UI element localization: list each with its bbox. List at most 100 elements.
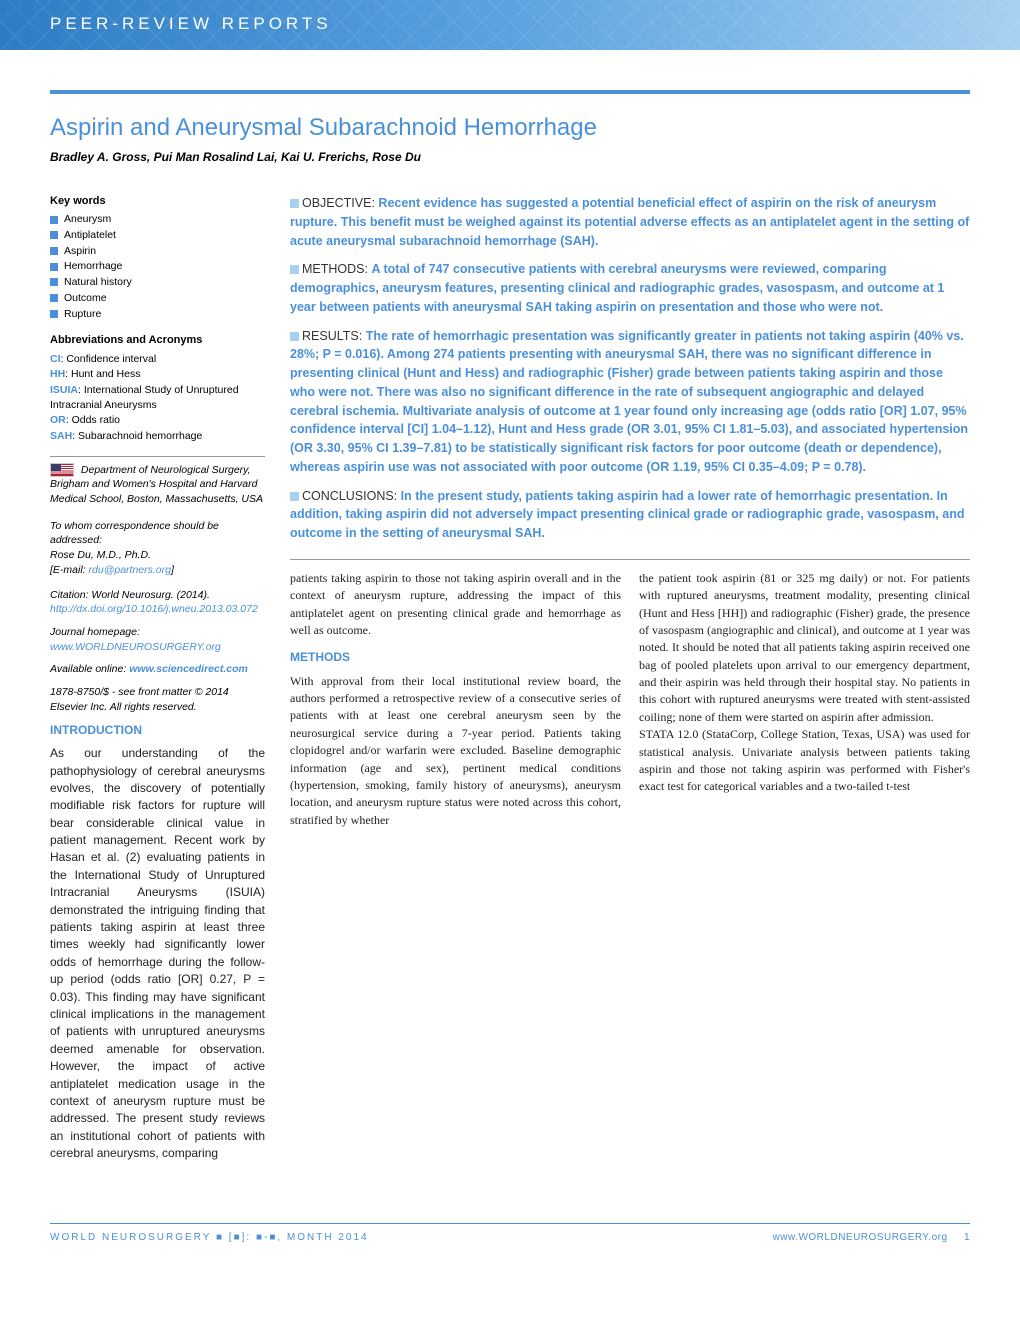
correspondence-block: To whom correspondence should be address… <box>50 519 265 578</box>
corr-label: To whom correspondence should be address… <box>50 519 265 548</box>
corr-email-link[interactable]: rdu@partners.org <box>89 564 171 576</box>
bullet-icon <box>290 199 299 208</box>
square-bullet-icon <box>50 216 58 224</box>
intro-heading: INTRODUCTION <box>50 722 265 739</box>
affiliation-block: Department of Neurological Surgery, Brig… <box>50 456 265 507</box>
abbr-key: SAH <box>50 430 72 442</box>
abstract-results: RESULTS: The rate of hemorrhagic present… <box>290 327 970 477</box>
methods-text: A total of 747 consecutive patients with… <box>290 262 944 314</box>
abstract-objective: OBJECTIVE: Recent evidence has suggested… <box>290 194 970 250</box>
square-bullet-icon <box>50 231 58 239</box>
footer-url[interactable]: www.WORLDNEUROSURGERY.org <box>773 1232 948 1243</box>
square-bullet-icon <box>50 294 58 302</box>
flag-icon <box>50 463 74 477</box>
abstract-conclusions: CONCLUSIONS: In the present study, patie… <box>290 487 970 543</box>
page-footer: WORLD NEUROSURGERY ■ [■]: ■-■, MONTH 201… <box>50 1223 970 1251</box>
abbr-val: : International Study of Unruptured Intr… <box>50 384 239 411</box>
abbr-heading: Abbreviations and Acronyms <box>50 333 265 348</box>
objective-text: Recent evidence has suggested a potentia… <box>290 196 969 248</box>
abbr-key: HH <box>50 368 65 380</box>
abbreviations-block: Abbreviations and Acronyms CI: Confidenc… <box>50 333 265 444</box>
methods-heading: METHODS <box>290 649 621 666</box>
journal-home-block: Journal homepage: www.WORLDNEUROSURGERY.… <box>50 625 265 654</box>
square-bullet-icon <box>50 310 58 318</box>
body-col-2: the patient took aspirin (81 or 325 mg d… <box>639 570 970 829</box>
abbr-item: SAH: Subarachnoid hemorrhage <box>50 429 265 444</box>
abbr-item: ISUIA: International Study of Unruptured… <box>50 383 265 412</box>
keyword-item: Antiplatelet <box>50 228 265 243</box>
page-number: 1 <box>964 1232 970 1243</box>
header-category: Peer-Review Reports <box>0 0 1020 34</box>
online-block: Available online: www.sciencedirect.com <box>50 662 265 677</box>
online-label: Available online: <box>50 663 129 675</box>
corr-email-open: [E-mail: <box>50 564 89 576</box>
keyword-text: Rupture <box>64 307 101 322</box>
abstract-methods: METHODS: A total of 747 consecutive pati… <box>290 260 970 316</box>
intro-p1: As our understanding of the pathophysiol… <box>50 745 265 1162</box>
objective-label: OBJECTIVE: <box>302 196 375 210</box>
affiliation-text: Department of Neurological Surgery, Brig… <box>50 464 263 505</box>
footer-left: WORLD NEUROSURGERY ■ [■]: ■-■, MONTH 201… <box>50 1232 369 1243</box>
keyword-item: Aspirin <box>50 244 265 259</box>
citation-label: Citation: World Neurosurg. (2014). <box>50 588 265 603</box>
keyword-text: Antiplatelet <box>64 228 116 243</box>
abbr-key: OR <box>50 414 66 426</box>
methods-p3: STATA 12.0 (StataCorp, College Station, … <box>639 726 970 796</box>
methods-p1: With approval from their local instituti… <box>290 673 621 830</box>
journal-home-link[interactable]: www.WORLDNEUROSURGERY.org <box>50 641 221 653</box>
results-text: The rate of hemorrhagic presentation was… <box>290 329 968 474</box>
journal-home-label: Journal homepage: <box>50 626 140 638</box>
intro-p2: patients taking aspirin to those not tak… <box>290 570 621 640</box>
abbr-val: : Confidence interval <box>61 353 157 365</box>
keyword-text: Aneurysm <box>64 212 111 227</box>
abbr-key: ISUIA <box>50 384 78 396</box>
page-content: Aspirin and Aneurysmal Subarachnoid Hemo… <box>0 114 1020 1193</box>
abbr-val: : Odds ratio <box>66 414 120 426</box>
corr-email-close: ] <box>171 564 174 576</box>
keyword-text: Aspirin <box>64 244 96 259</box>
bullet-icon <box>290 332 299 341</box>
divider <box>290 559 970 560</box>
keyword-text: Outcome <box>64 291 107 306</box>
authors: Bradley A. Gross, Pui Man Rosalind Lai, … <box>50 150 970 164</box>
body-col-1: patients taking aspirin to those not tak… <box>290 570 621 829</box>
methods-p2: the patient took aspirin (81 or 325 mg d… <box>639 570 970 727</box>
abbr-item: OR: Odds ratio <box>50 413 265 428</box>
results-label: RESULTS: <box>302 329 362 343</box>
copyright-block: 1878-8750/$ - see front matter © 2014 El… <box>50 685 265 714</box>
corr-name: Rose Du, M.D., Ph.D. <box>50 548 265 563</box>
keyword-item: Aneurysm <box>50 212 265 227</box>
keyword-item: Rupture <box>50 307 265 322</box>
abbr-val: : Hunt and Hess <box>65 368 140 380</box>
abbr-item: CI: Confidence interval <box>50 352 265 367</box>
methods-label: METHODS: <box>302 262 368 276</box>
doi-link[interactable]: http://dx.doi.org/10.1016/j.wneu.2013.03… <box>50 602 265 617</box>
footer-right: www.WORLDNEUROSURGERY.org 1 <box>773 1232 970 1243</box>
keyword-item: Natural history <box>50 275 265 290</box>
header-banner: Peer-Review Reports <box>0 0 1020 50</box>
online-link[interactable]: www.sciencedirect.com <box>129 663 248 675</box>
keywords-block: Key words AneurysmAntiplateletAspirinHem… <box>50 194 265 321</box>
abbr-key: CI <box>50 353 61 365</box>
main-column: OBJECTIVE: Recent evidence has suggested… <box>290 194 970 1163</box>
square-bullet-icon <box>50 278 58 286</box>
article-title: Aspirin and Aneurysmal Subarachnoid Hemo… <box>50 114 970 142</box>
keywords-heading: Key words <box>50 194 265 209</box>
keyword-item: Hemorrhage <box>50 259 265 274</box>
bullet-icon <box>290 265 299 274</box>
accent-line <box>50 90 970 94</box>
abbr-item: HH: Hunt and Hess <box>50 367 265 382</box>
abbr-val: : Subarachnoid hemorrhage <box>72 430 202 442</box>
bullet-icon <box>290 492 299 501</box>
keyword-text: Hemorrhage <box>64 259 122 274</box>
keyword-text: Natural history <box>64 275 132 290</box>
citation-block: Citation: World Neurosurg. (2014). http:… <box>50 588 265 617</box>
abstract: OBJECTIVE: Recent evidence has suggested… <box>290 194 970 543</box>
content-row: Key words AneurysmAntiplateletAspirinHem… <box>50 194 970 1163</box>
square-bullet-icon <box>50 247 58 255</box>
square-bullet-icon <box>50 263 58 271</box>
conclusions-label: CONCLUSIONS: <box>302 489 397 503</box>
keyword-item: Outcome <box>50 291 265 306</box>
sidebar: Key words AneurysmAntiplateletAspirinHem… <box>50 194 265 1163</box>
body-columns: patients taking aspirin to those not tak… <box>290 570 970 829</box>
